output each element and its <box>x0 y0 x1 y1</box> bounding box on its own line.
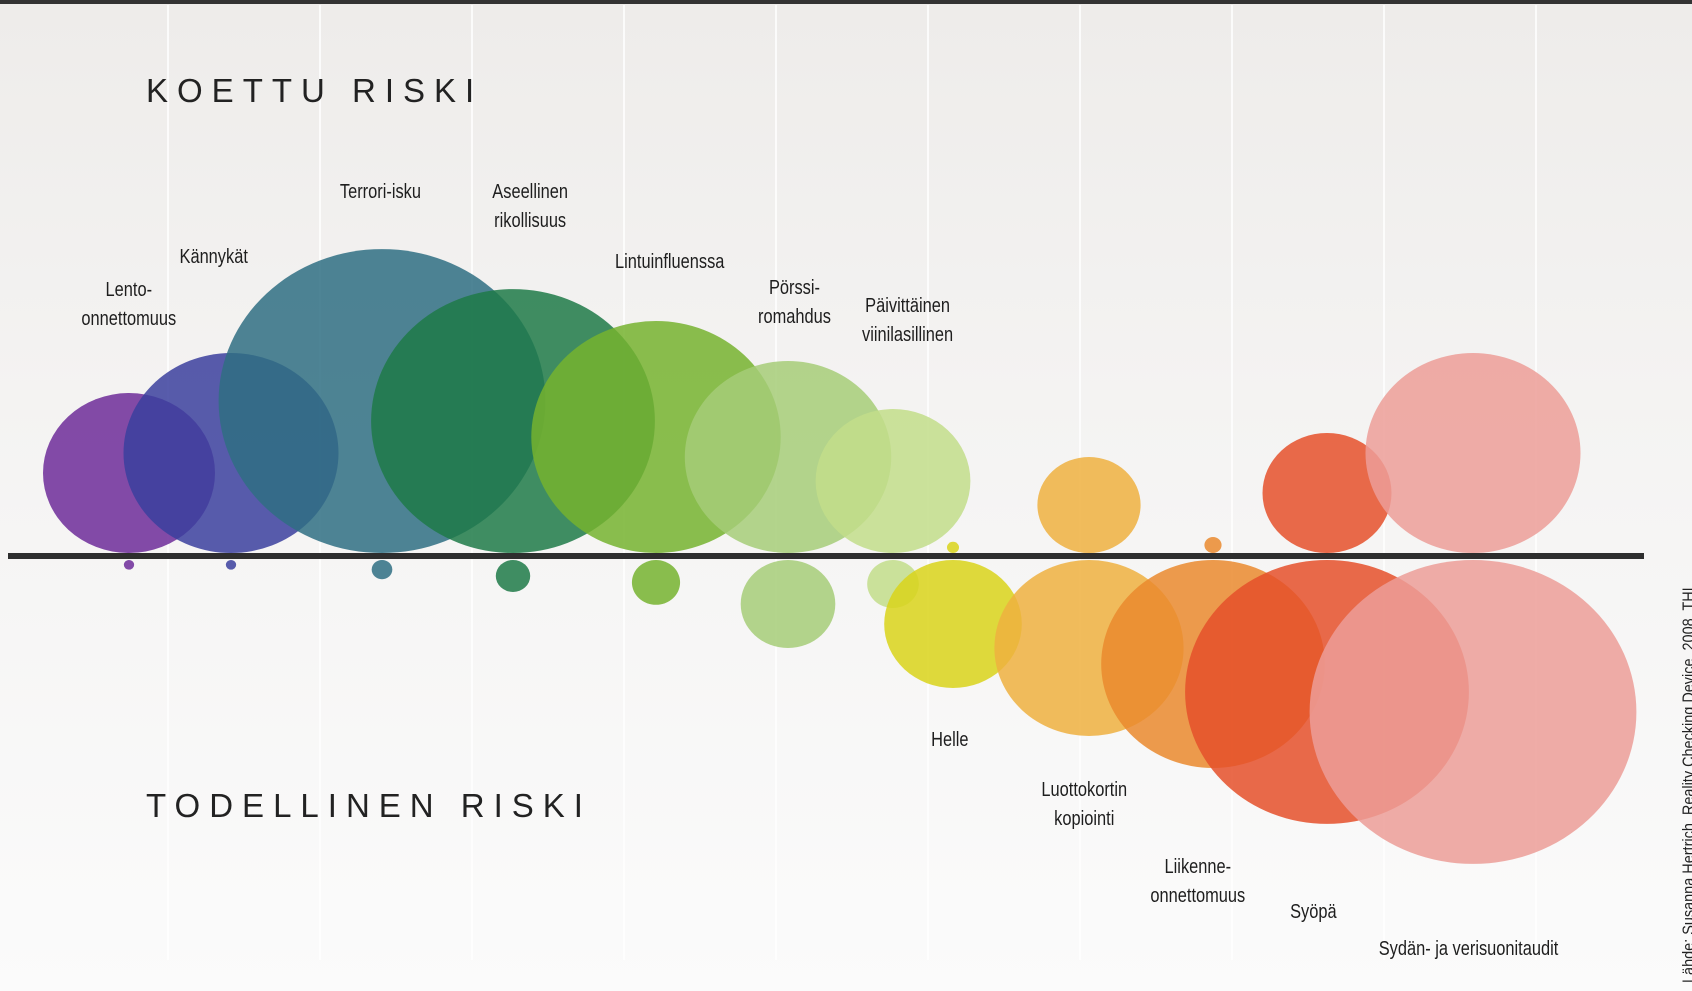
risk-label: Lento- onnettomuus <box>81 279 177 330</box>
perceived-bubble <box>1262 433 1392 553</box>
source-note: Lähde: Susanna Hertrich, Reality Checkin… <box>1679 583 1692 983</box>
actual-bubble <box>884 560 1022 688</box>
perceived-bubble <box>1204 537 1222 553</box>
risk-label: Sydän- ja verisuonitaudit <box>1378 938 1558 960</box>
perceived-risk-title: KOETTU RISKI <box>146 72 484 109</box>
actual-bubble <box>740 560 836 648</box>
actual-bubble <box>1309 560 1637 864</box>
risk-label: Päivittäinen viinilasillinen <box>861 295 953 346</box>
risk-label: Helle <box>931 729 969 751</box>
actual-bubble <box>123 560 135 570</box>
top-rule <box>0 0 1692 4</box>
risk-label: Terrori-isku <box>339 181 421 203</box>
baseline <box>8 553 1644 559</box>
perceived-bubble <box>946 541 960 554</box>
risk-label: Pörssi- romahdus <box>757 277 831 328</box>
perceived-bubble <box>815 409 971 553</box>
risk-label: Lintuinfluenssa <box>614 251 724 273</box>
risk-label: Liikenne- onnettomuus <box>1150 856 1246 907</box>
perceived-bubble <box>1037 457 1141 553</box>
risk-label: Kännykät <box>179 246 248 268</box>
actual-bubble <box>371 560 393 580</box>
actual-bubble <box>225 560 237 570</box>
actual-bubble <box>631 560 681 605</box>
risk-label: Aseellinen rikollisuus <box>492 181 568 232</box>
risk-label: Luottokortin kopiointi <box>1040 779 1127 830</box>
actual-risk-title: TODELLINEN RISKI <box>146 787 592 824</box>
actual-bubble <box>495 560 531 592</box>
risk-label: Syöpä <box>1289 901 1337 923</box>
perceived-bubble <box>1365 353 1581 553</box>
